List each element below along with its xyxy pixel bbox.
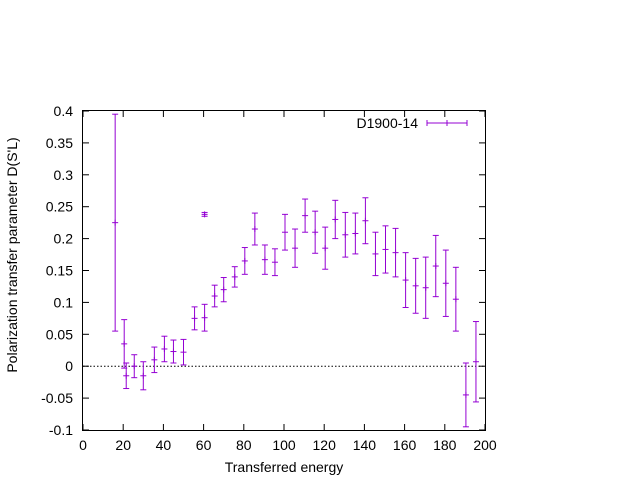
data-point — [322, 226, 329, 270]
y-tick-label: 0.25 — [46, 199, 73, 215]
x-tick-label: 120 — [313, 437, 337, 453]
data-point — [191, 306, 198, 331]
data-point — [412, 257, 419, 314]
data-point — [161, 335, 168, 363]
data-point — [332, 199, 339, 240]
data-point — [271, 248, 278, 277]
data-point — [472, 321, 479, 403]
data-point — [402, 252, 409, 309]
data-point — [220, 277, 227, 303]
legend-label: D1900-14 — [357, 115, 419, 131]
y-tick-label: 0.1 — [54, 294, 74, 310]
y-tick-label: 0 — [65, 358, 73, 374]
data-point — [231, 266, 238, 288]
data-point — [201, 303, 208, 332]
data-point — [342, 211, 349, 258]
data-point — [112, 113, 119, 332]
x-tick-label: 60 — [196, 437, 212, 453]
data-point — [251, 212, 258, 246]
data-point — [442, 249, 449, 317]
data-point — [362, 197, 369, 245]
data-point — [302, 198, 309, 233]
y-axis-label: Polarization transfer parameter D(S'L) — [4, 137, 20, 372]
data-point — [382, 225, 389, 274]
x-tick-label: 40 — [156, 437, 172, 453]
plot-frame — [82, 110, 486, 431]
data-point — [282, 213, 289, 251]
x-tick-label: 160 — [393, 437, 417, 453]
x-tick-label: 0 — [79, 437, 87, 453]
data-point — [352, 212, 359, 255]
x-tick-label: 180 — [433, 437, 457, 453]
data-point — [131, 354, 138, 379]
x-axis-label: Transferred energy — [225, 459, 344, 475]
x-tick-label: 80 — [236, 437, 252, 453]
data-point — [170, 339, 177, 364]
x-tick-label: 200 — [473, 437, 497, 453]
data-point — [180, 338, 187, 366]
data-point — [151, 346, 158, 374]
y-tick-label: 0.3 — [54, 167, 74, 183]
y-tick-label: -0.05 — [41, 390, 73, 406]
data-point — [392, 227, 399, 278]
data-point — [292, 228, 299, 268]
y-tick-label: 0.35 — [46, 135, 73, 151]
tick-layer: 0 20 40 60 80 100 120 140 160 180 200 -0.1 -0.05 0 0.0… — [41, 103, 497, 453]
data-point — [432, 234, 439, 298]
x-tick-label: 100 — [272, 437, 296, 453]
y-tick-label: 0.05 — [46, 326, 73, 342]
legend-sample — [426, 120, 468, 126]
y-tick-label: 0.4 — [54, 103, 74, 119]
data-point — [123, 362, 130, 390]
data-point — [140, 361, 147, 391]
legend: D1900-14 — [357, 115, 468, 131]
data-point — [241, 247, 248, 275]
data-point — [312, 210, 319, 254]
data-point — [462, 362, 469, 428]
data-layer — [112, 113, 479, 428]
y-tick-label: -0.1 — [49, 422, 73, 438]
data-point — [372, 231, 379, 277]
y-tick-label: 0.15 — [46, 263, 73, 279]
data-point — [121, 319, 128, 369]
y-tick-label: 0.2 — [54, 231, 74, 247]
x-tick-label: 140 — [353, 437, 377, 453]
data-point — [201, 211, 208, 218]
legend-errorbar — [426, 120, 468, 126]
data-point — [452, 266, 459, 332]
x-tick-label: 20 — [115, 437, 131, 453]
data-point — [261, 244, 268, 275]
data-point — [211, 284, 218, 308]
data-point — [422, 256, 429, 319]
